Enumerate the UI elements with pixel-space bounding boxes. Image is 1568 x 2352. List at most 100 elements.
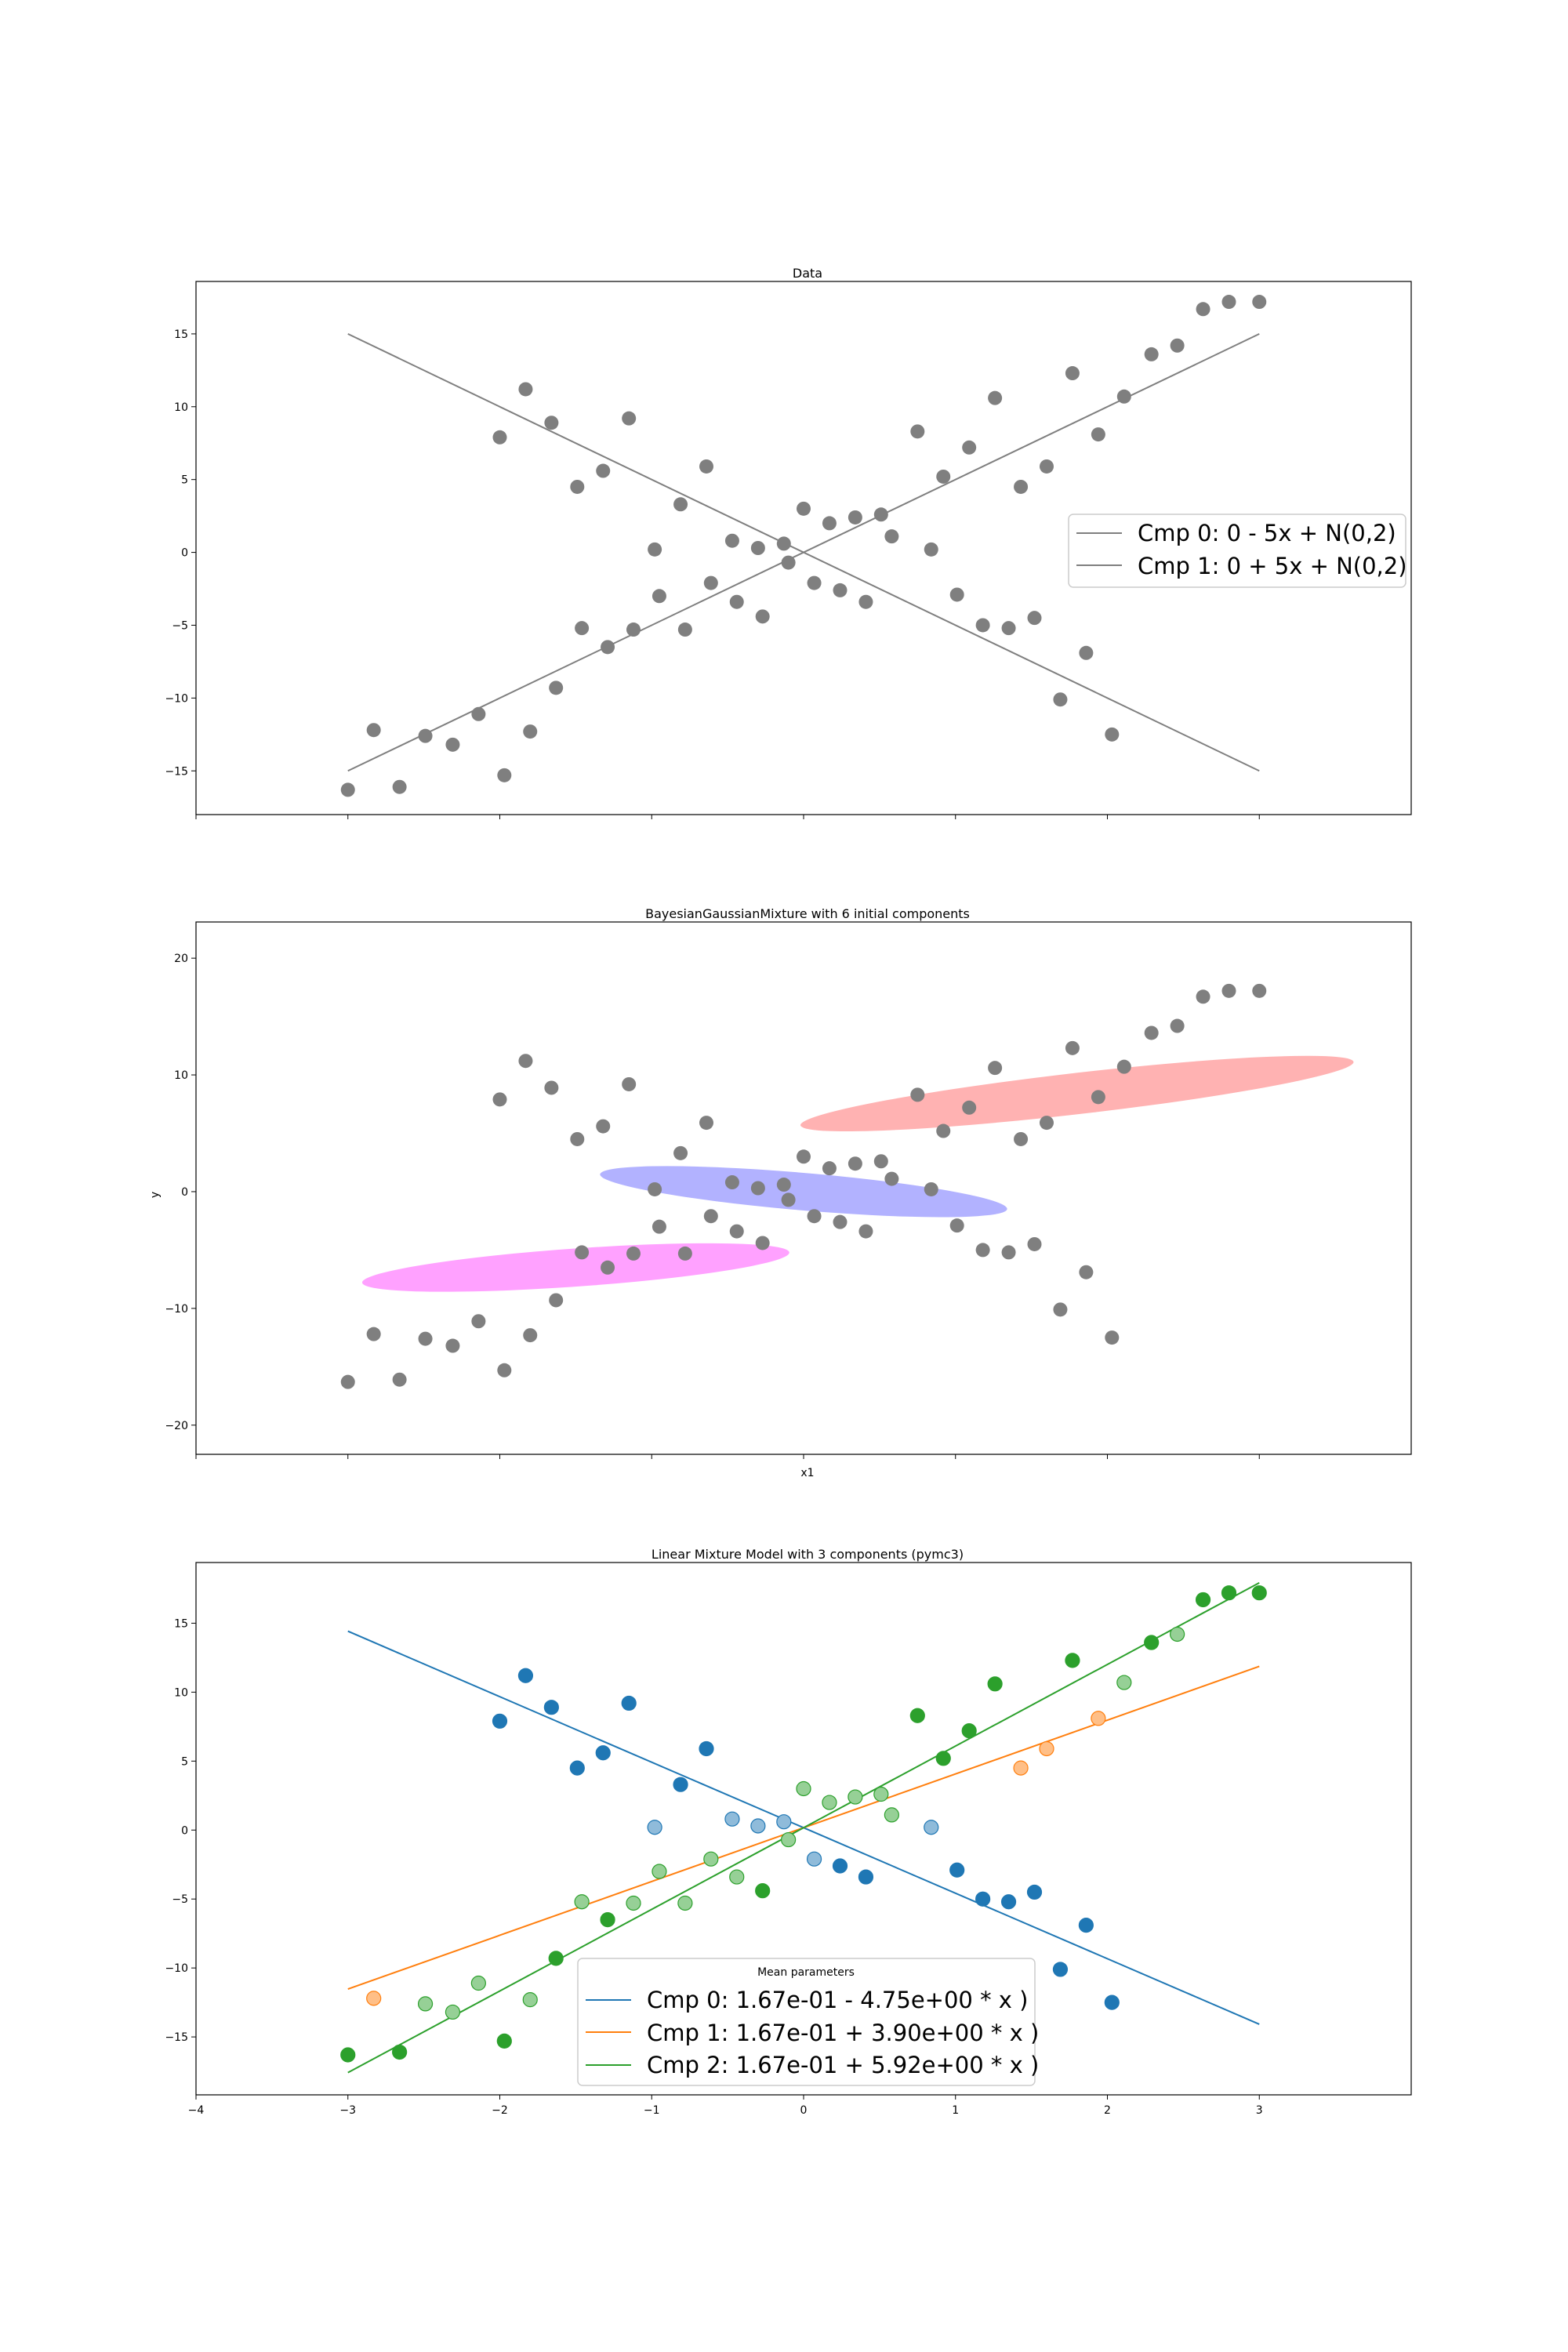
data-point bbox=[797, 1149, 811, 1164]
data-point bbox=[924, 1820, 939, 1835]
data-point bbox=[1026, 1884, 1043, 1900]
data-point bbox=[471, 706, 486, 721]
data-point bbox=[1014, 479, 1029, 494]
data-point bbox=[445, 2004, 461, 2020]
data-point bbox=[1001, 1245, 1016, 1260]
x-tick-label: 1 bbox=[952, 2104, 959, 2117]
data-point bbox=[1170, 1018, 1185, 1033]
legend-label-2: Cmp 2: 1.67e-01 + 5.92e+00 * x ) bbox=[647, 2052, 1039, 2078]
data-point bbox=[858, 1224, 873, 1239]
data-point bbox=[544, 416, 559, 430]
data-point bbox=[755, 1883, 771, 1899]
data-point bbox=[807, 575, 822, 590]
data-point bbox=[807, 1209, 822, 1224]
data-point bbox=[1027, 611, 1042, 626]
data-point bbox=[797, 501, 811, 516]
data-point bbox=[496, 2033, 512, 2049]
data-point bbox=[1252, 983, 1267, 998]
data-point bbox=[949, 1218, 964, 1233]
data-point bbox=[1040, 459, 1054, 474]
data-point bbox=[884, 1171, 899, 1186]
data-point bbox=[677, 622, 692, 637]
data-point bbox=[750, 541, 765, 555]
data-point bbox=[392, 2044, 408, 2060]
data-point bbox=[492, 1713, 508, 1729]
data-point bbox=[873, 1786, 889, 1802]
data-point bbox=[806, 1851, 822, 1867]
data-point bbox=[1027, 1236, 1042, 1251]
data-point bbox=[647, 1820, 662, 1835]
data-point bbox=[392, 1372, 407, 1387]
panel-title: BayesianGaussianMixture with 6 initial c… bbox=[645, 906, 970, 921]
axes: −15 −10 −5 0 5 10 15 bbox=[165, 281, 1412, 819]
data-point bbox=[962, 1100, 977, 1115]
data-point bbox=[1065, 1040, 1080, 1055]
data-point bbox=[392, 779, 407, 794]
y-axis-label: y bbox=[149, 1192, 162, 1198]
data-point bbox=[595, 1745, 611, 1761]
point-layer bbox=[340, 1585, 1267, 2063]
data-point bbox=[517, 1668, 534, 1683]
data-point bbox=[1221, 295, 1236, 310]
data-point bbox=[1116, 389, 1131, 404]
data-point bbox=[1144, 1635, 1160, 1650]
data-point bbox=[848, 1156, 862, 1171]
data-point bbox=[417, 1996, 434, 2012]
data-point bbox=[873, 507, 888, 522]
data-point bbox=[1065, 366, 1080, 381]
y-tick-label: −20 bbox=[165, 1420, 188, 1432]
data-point bbox=[1116, 1059, 1131, 1074]
y-tick-label: 0 bbox=[181, 547, 188, 560]
y-tick-label: −15 bbox=[165, 2031, 188, 2044]
data-point bbox=[677, 1895, 693, 1911]
data-point bbox=[544, 1080, 559, 1095]
data-point bbox=[471, 1314, 486, 1329]
data-point bbox=[949, 587, 964, 602]
data-point bbox=[724, 1811, 740, 1827]
data-point bbox=[848, 1789, 863, 1805]
data-point bbox=[750, 1818, 766, 1834]
legend: Cmp 0: 0 - 5x + N(0,2) Cmp 1: 0 + 5x + N… bbox=[1068, 514, 1407, 588]
data-point bbox=[523, 1328, 538, 1343]
data-point bbox=[975, 618, 990, 633]
data-point bbox=[622, 1076, 637, 1091]
data-point bbox=[1078, 1918, 1094, 1933]
data-point bbox=[936, 1123, 951, 1138]
data-point bbox=[575, 621, 590, 636]
panel-linear-mixture: Linear Mixture Model with 3 components (… bbox=[165, 1547, 1412, 2117]
component-blue bbox=[600, 1166, 1007, 1218]
y-tick-label: 15 bbox=[174, 328, 188, 341]
data-point bbox=[1144, 347, 1159, 361]
data-point bbox=[569, 1760, 585, 1776]
data-point bbox=[600, 1911, 615, 1928]
data-point bbox=[755, 609, 770, 624]
data-point bbox=[1251, 1585, 1267, 1601]
data-point bbox=[884, 529, 899, 544]
data-point bbox=[1170, 1626, 1185, 1642]
axes: −20 −10 0 10 20 bbox=[165, 921, 1412, 1459]
panel-title: Linear Mixture Model with 3 components (… bbox=[652, 1547, 964, 1562]
data-point bbox=[776, 1814, 792, 1830]
data-point bbox=[832, 1858, 848, 1874]
y-tick-label: 0 bbox=[181, 1186, 188, 1199]
data-point bbox=[975, 1891, 991, 1907]
data-point bbox=[858, 1869, 874, 1885]
data-point bbox=[1079, 1265, 1094, 1279]
data-point bbox=[366, 723, 381, 738]
data-point bbox=[1052, 1962, 1069, 1977]
data-point bbox=[699, 459, 713, 474]
data-point bbox=[822, 516, 837, 531]
data-point bbox=[1013, 1760, 1029, 1776]
data-point bbox=[936, 469, 951, 484]
data-point bbox=[445, 737, 460, 752]
data-point bbox=[1116, 1675, 1132, 1690]
data-point bbox=[1065, 1653, 1080, 1668]
data-point bbox=[673, 497, 688, 512]
data-point bbox=[858, 594, 873, 609]
data-point bbox=[1040, 1116, 1054, 1131]
data-point bbox=[781, 1192, 796, 1207]
data-point bbox=[781, 1831, 797, 1848]
data-point bbox=[626, 622, 641, 637]
y-tick-label: 10 bbox=[174, 401, 188, 414]
data-point bbox=[781, 555, 796, 570]
